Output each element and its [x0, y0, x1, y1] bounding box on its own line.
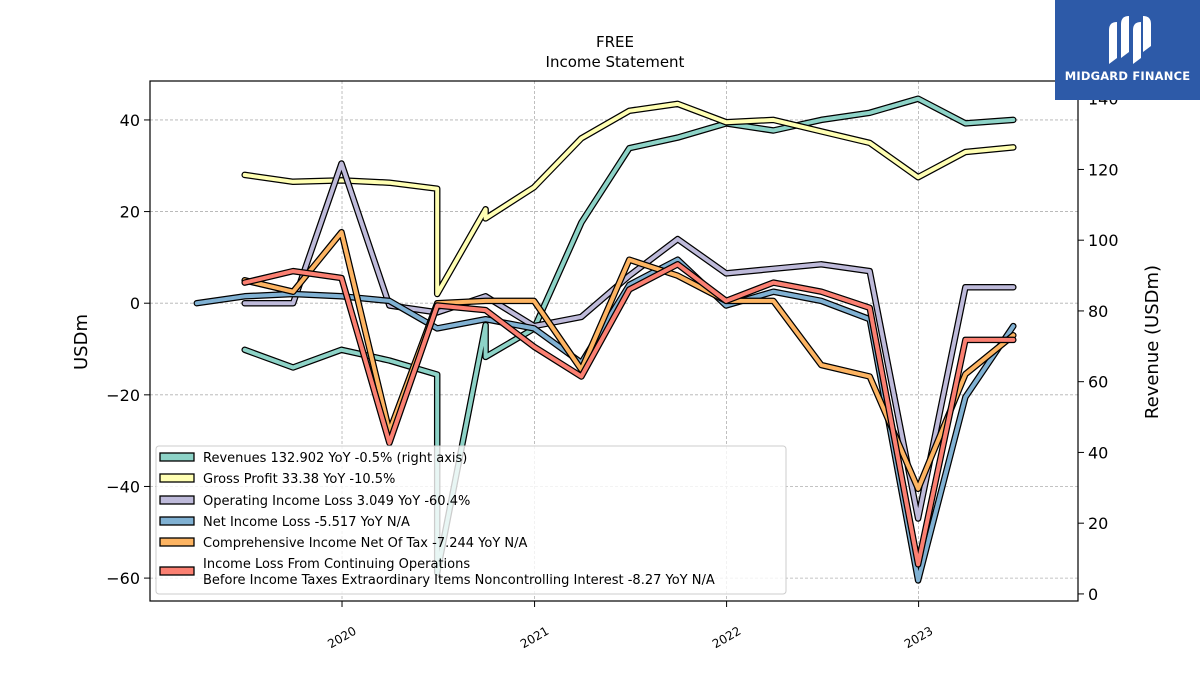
x-tick-label: 2022 [710, 624, 743, 651]
legend-label: Income Loss From Continuing Operations Be… [203, 557, 715, 588]
y-axis-label: USDm [71, 314, 92, 370]
brand-logo: MIDGARD FINANCE [1055, 0, 1200, 100]
legend-label: Comprehensive Income Net Of Tax -7.244 Y… [203, 536, 528, 551]
series-line [242, 96, 1016, 575]
midgard-logo-icon [1109, 16, 1151, 64]
y2-axis-label: Revenue (USDm) [1142, 265, 1163, 419]
x-tick-label: 2020 [325, 624, 358, 651]
logo-text: MIDGARD FINANCE [1064, 69, 1191, 83]
y2-tick-label: 40 [1088, 443, 1108, 462]
legend-swatch [159, 537, 195, 547]
legend-swatch [159, 495, 195, 505]
y2-tick-label: 0 [1088, 585, 1098, 604]
chart-subtitle: Income Statement [546, 53, 685, 71]
plot-frame [149, 80, 1079, 602]
y-tick-label: −20 [106, 386, 140, 405]
legend-swatch [159, 516, 195, 526]
series-line [242, 101, 1016, 296]
y-tick-label: −60 [106, 569, 140, 588]
legend-label: Gross Profit 33.38 YoY -10.5% [203, 472, 395, 487]
y2-tick-label: 60 [1088, 373, 1108, 392]
series-line [242, 230, 1016, 491]
series-5 [241, 261, 1017, 568]
legend-label: Net Income Loss -5.517 YoY N/A [203, 515, 410, 530]
y-tick-label: 40 [120, 111, 140, 130]
axes: 40200−20−40−6014012010080604020020202021… [106, 90, 1118, 652]
y2-tick-label: 120 [1088, 160, 1119, 179]
series-line [242, 262, 1016, 567]
series-4 [241, 228, 1017, 493]
y-tick-label: 20 [120, 203, 140, 222]
series-2 [241, 160, 1017, 522]
y-tick-label: 0 [130, 294, 140, 313]
series-1 [241, 100, 1017, 298]
chart-title: FREE [596, 33, 634, 51]
legend: Revenues 132.902 YoY -0.5% (right axis) G… [155, 445, 787, 595]
series-0 [241, 95, 1017, 576]
legend-label: Operating Income Loss 3.049 YoY -60.4% [203, 494, 470, 509]
legend-swatch [159, 473, 195, 483]
x-tick-label: 2021 [518, 624, 551, 651]
legend-box [155, 445, 787, 595]
x-tick-label: 2023 [902, 624, 935, 651]
legend-label: Revenues 132.902 YoY -0.5% (right axis) [203, 451, 467, 466]
y-tick-label: −40 [106, 477, 140, 496]
y2-tick-label: 20 [1088, 514, 1108, 533]
series-line [242, 161, 1016, 521]
y2-tick-label: 80 [1088, 302, 1108, 321]
legend-swatch [159, 566, 195, 576]
legend-swatch [159, 452, 195, 462]
series-lines [193, 95, 1017, 584]
y2-tick-label: 100 [1088, 231, 1119, 250]
